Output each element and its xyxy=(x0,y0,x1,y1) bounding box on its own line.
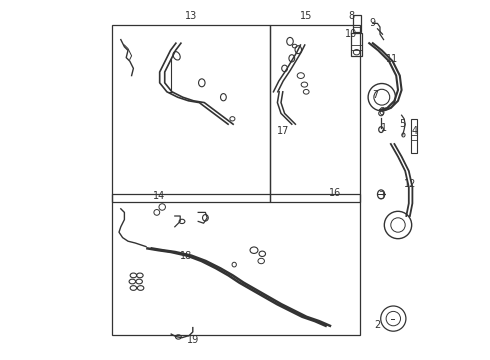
Text: 10: 10 xyxy=(345,29,357,39)
Text: 2: 2 xyxy=(374,320,381,330)
Text: 12: 12 xyxy=(404,179,416,189)
Bar xyxy=(270,25,360,202)
Bar xyxy=(351,33,362,56)
Text: 11: 11 xyxy=(386,54,398,64)
Text: 15: 15 xyxy=(300,11,313,21)
Bar xyxy=(353,15,361,32)
Text: 16: 16 xyxy=(329,188,341,198)
Bar xyxy=(112,194,360,335)
Text: 4: 4 xyxy=(411,126,417,136)
Text: 7: 7 xyxy=(372,90,378,100)
Bar xyxy=(112,25,270,202)
Text: 17: 17 xyxy=(277,126,289,136)
Text: 8: 8 xyxy=(348,11,354,21)
Text: 18: 18 xyxy=(179,251,192,261)
Text: 14: 14 xyxy=(152,191,165,201)
Text: 19: 19 xyxy=(187,335,199,345)
Text: 13: 13 xyxy=(185,11,197,21)
Text: 9: 9 xyxy=(370,18,376,28)
Text: 1: 1 xyxy=(381,123,387,133)
Text: 6: 6 xyxy=(378,107,384,117)
Bar xyxy=(411,119,416,153)
Text: 3: 3 xyxy=(378,191,384,201)
Text: 5: 5 xyxy=(399,119,406,129)
